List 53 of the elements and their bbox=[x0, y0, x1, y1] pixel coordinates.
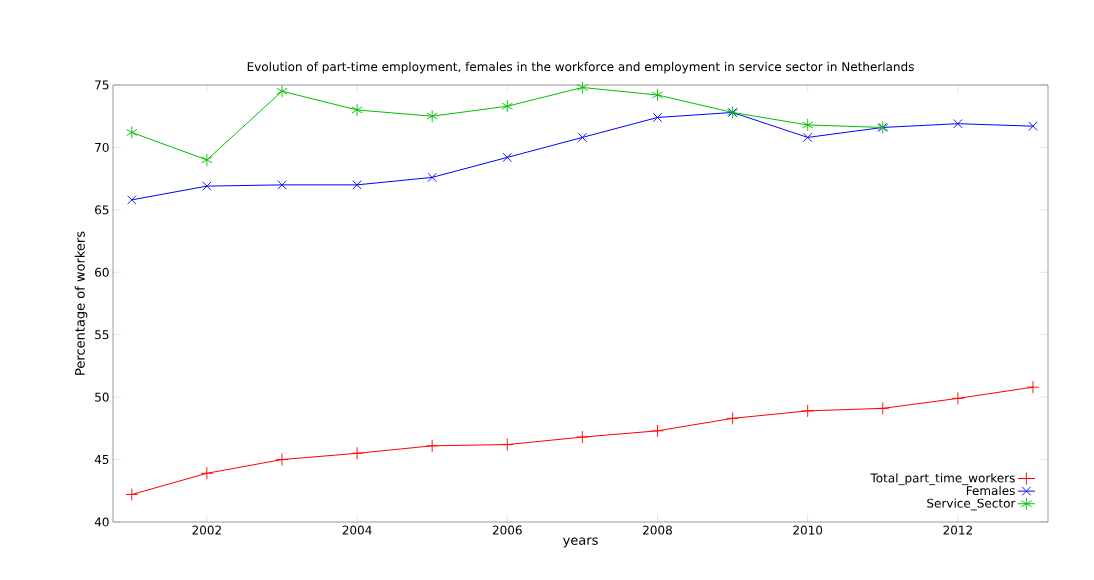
point bbox=[802, 132, 813, 143]
point bbox=[202, 181, 212, 191]
point bbox=[350, 446, 364, 460]
point bbox=[1028, 121, 1038, 131]
x-tick-label: 2004 bbox=[342, 525, 372, 535]
point bbox=[426, 109, 438, 123]
point bbox=[501, 99, 513, 113]
point bbox=[277, 180, 287, 190]
point bbox=[576, 81, 589, 94]
point bbox=[801, 404, 815, 418]
point bbox=[802, 118, 814, 132]
y-tick-label: 60 bbox=[95, 267, 109, 277]
point bbox=[726, 411, 740, 425]
point bbox=[651, 88, 664, 102]
point bbox=[427, 172, 437, 183]
point bbox=[953, 119, 963, 129]
y-tick-label: 65 bbox=[95, 205, 109, 215]
point bbox=[1026, 380, 1040, 394]
legend-label: Females bbox=[966, 485, 1015, 496]
point bbox=[276, 84, 288, 98]
x-axis-title: years bbox=[563, 537, 598, 548]
point bbox=[201, 153, 213, 167]
chart-title: Evolution of part-time employment, females in the workforce and employment in service sector in Netherlands bbox=[247, 61, 914, 74]
x-tick-label: 2002 bbox=[192, 525, 221, 535]
y-axis-title: Percentage of workers bbox=[74, 231, 88, 375]
point bbox=[126, 125, 138, 139]
point bbox=[200, 466, 214, 480]
point bbox=[575, 430, 589, 444]
legend-label: Service_Sector bbox=[927, 498, 1016, 511]
point bbox=[652, 112, 663, 123]
legend-label: Total_part_time_workers bbox=[870, 473, 1015, 486]
point bbox=[351, 103, 363, 117]
point bbox=[275, 453, 289, 467]
x-tick-label: 2006 bbox=[492, 525, 522, 535]
point bbox=[951, 391, 965, 405]
point bbox=[502, 152, 512, 163]
y-tick-label: 50 bbox=[95, 392, 109, 402]
x-tick-label: 2008 bbox=[643, 525, 672, 535]
point bbox=[352, 180, 362, 190]
y-tick-label: 70 bbox=[95, 142, 109, 152]
point bbox=[651, 424, 664, 438]
x-tick-label: 2012 bbox=[943, 525, 972, 535]
y-tick-label: 45 bbox=[94, 455, 109, 465]
point bbox=[500, 438, 514, 452]
point bbox=[425, 439, 439, 453]
x-tick-label: 2010 bbox=[793, 525, 823, 535]
point bbox=[127, 195, 137, 205]
y-tick-label: 55 bbox=[95, 330, 109, 340]
point bbox=[876, 401, 890, 415]
point bbox=[125, 488, 139, 501]
y-tick-label: 75 bbox=[95, 80, 109, 90]
y-tick-label: 40 bbox=[94, 517, 109, 527]
point bbox=[577, 132, 588, 143]
